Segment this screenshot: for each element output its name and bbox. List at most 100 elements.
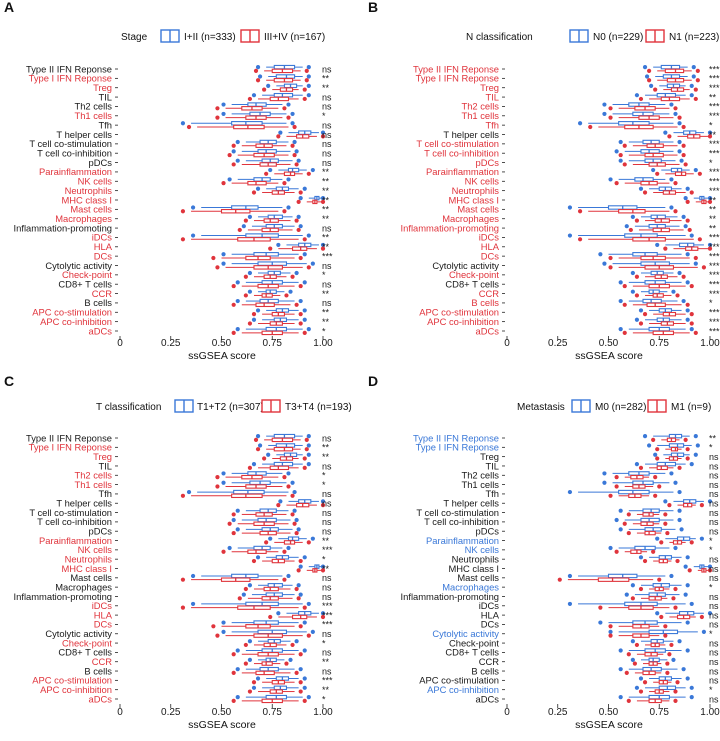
category-label: T helper cells — [443, 498, 499, 509]
blue-box — [642, 298, 662, 304]
significance-label: ns — [322, 527, 332, 537]
red-outlier — [298, 689, 303, 694]
panel-label: C — [4, 373, 14, 389]
category-label: Tfh — [98, 488, 112, 499]
blue-outlier — [298, 298, 303, 304]
blue-outlier — [306, 601, 311, 607]
blue-outlier — [298, 667, 303, 672]
blue-outlier — [614, 149, 619, 154]
blue-outlier — [608, 177, 613, 182]
blue-outlier — [306, 452, 311, 457]
blue-outlier — [302, 648, 307, 653]
red-outlier — [243, 274, 248, 279]
significance-label: ns — [709, 489, 719, 499]
red-box — [656, 465, 668, 471]
blue-outlier — [255, 555, 261, 560]
category-label: HLA — [94, 241, 113, 252]
red-outlier — [320, 503, 326, 508]
significance-label: * — [322, 471, 326, 481]
blue-outlier — [320, 130, 326, 135]
significance-label: ns — [322, 573, 332, 583]
blue-box — [656, 461, 677, 467]
blue-box — [640, 517, 660, 523]
significance-label: ns — [322, 508, 332, 518]
significance-label: ns — [322, 130, 332, 140]
category-label: pDCs — [89, 526, 113, 537]
red-outlier — [306, 540, 311, 545]
red-box — [269, 465, 290, 471]
significance-label: *** — [709, 139, 720, 149]
red-outlier — [653, 87, 658, 92]
blue-outlier — [227, 545, 232, 551]
red-outlier — [215, 265, 220, 270]
blue-outlier — [681, 298, 686, 304]
category-label: NK cells — [78, 176, 113, 187]
significance-label: * — [709, 536, 713, 546]
red-outlier — [689, 283, 694, 289]
category-label: T cell co-inhibition — [37, 516, 112, 527]
blue-outlier — [247, 639, 253, 644]
red-outlier — [626, 530, 631, 536]
significance-label: ns — [709, 592, 719, 602]
category-label: T cell co-inhibition — [424, 516, 499, 527]
blue-outlier — [689, 601, 694, 607]
legend-label-red: III+IV (n=167) — [264, 32, 325, 43]
blue-outlier — [644, 74, 650, 79]
red-outlier — [642, 190, 648, 195]
blue-outlier — [673, 111, 678, 117]
blue-box — [648, 289, 660, 294]
red-outlier — [630, 596, 635, 601]
blue-box — [656, 92, 677, 98]
category-label: Check-point — [62, 637, 112, 648]
blue-outlier — [614, 517, 619, 523]
blue-box — [257, 149, 277, 154]
category-label: Cytolytic activity — [432, 628, 499, 639]
red-outlier — [673, 181, 678, 186]
blue-outlier — [707, 611, 713, 616]
x-tick-label: 1.00 — [313, 707, 333, 718]
blue-outlier — [296, 527, 301, 532]
red-outlier — [624, 670, 629, 676]
blue-outlier — [276, 611, 281, 616]
red-box — [255, 670, 275, 676]
significance-label: *** — [709, 280, 720, 290]
blue-outlier — [298, 592, 303, 597]
red-outlier — [320, 568, 326, 573]
blue-outlier — [296, 583, 301, 588]
red-outlier — [681, 274, 686, 279]
red-outlier — [264, 540, 269, 545]
blue-box — [231, 205, 259, 210]
blue-box — [257, 517, 277, 523]
significance-label: ns — [709, 610, 719, 620]
red-outlier — [608, 106, 613, 111]
red-box — [642, 512, 654, 517]
red-box — [255, 302, 275, 308]
red-outlier — [685, 218, 690, 223]
category-label: T cell co-stimulation — [416, 138, 499, 149]
significance-label: *** — [709, 83, 720, 93]
significance-label: ** — [322, 289, 330, 299]
category-label: NK cells — [465, 544, 500, 555]
red-outlier — [243, 642, 248, 648]
blue-outlier — [306, 65, 311, 70]
red-box — [261, 661, 273, 666]
significance-label: * — [709, 685, 713, 695]
significance-label: ** — [322, 177, 330, 187]
red-outlier — [320, 246, 326, 251]
blue-outlier — [235, 280, 240, 285]
blue-outlier — [707, 130, 713, 135]
blue-box — [233, 489, 265, 495]
blue-outlier — [630, 270, 635, 276]
blue-outlier — [689, 462, 694, 467]
red-outlier — [302, 330, 307, 335]
blue-outlier — [691, 65, 696, 70]
red-outlier — [247, 465, 253, 470]
category-label: Tfh — [485, 488, 499, 499]
legend-label-blue: M0 (n=282) — [595, 402, 646, 413]
significance-label: *** — [709, 251, 720, 261]
blue-outlier — [302, 317, 307, 322]
red-outlier — [231, 143, 236, 148]
significance-label: *** — [709, 317, 720, 327]
red-outlier — [642, 558, 648, 564]
x-tick-label: 0.50 — [599, 707, 619, 718]
